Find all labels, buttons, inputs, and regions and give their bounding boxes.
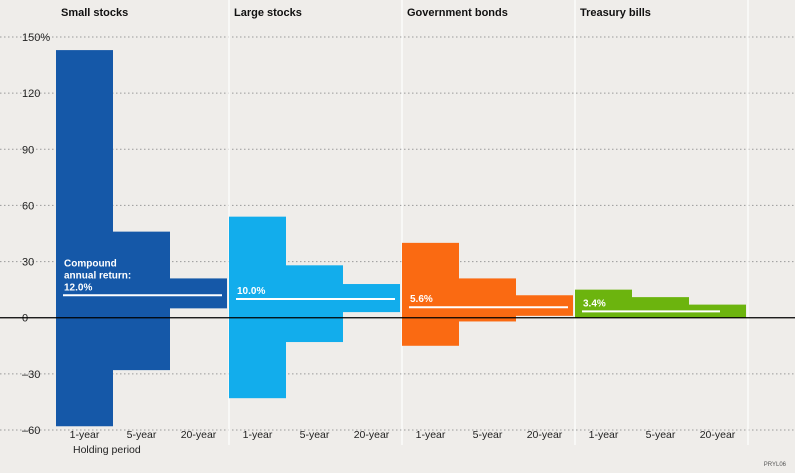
group-title: Large stocks [234,7,302,19]
group-title: Government bonds [407,7,508,19]
y-tick-label: 30 [22,257,34,269]
x-axis-ticks: 1-year 5-year 20-year 1-year 5-year 20-year 1-… [70,429,736,441]
range-bar [516,295,573,316]
range-bar [402,242,459,346]
x-tick-label: 5-year [300,429,330,441]
compound-return-label: annual return: [64,270,131,281]
x-tick-label: 5-year [127,429,157,441]
group-title: Treasury bills [580,7,651,19]
y-tick-label: –60 [22,425,40,437]
range-bar [459,278,516,322]
compound-return-label: 3.4% [583,298,606,309]
x-axis-label: Holding period [73,444,141,456]
credit-label: PRYL06 [764,462,787,468]
x-tick-label: 20-year [700,429,736,441]
group-title: Small stocks [61,7,128,19]
x-tick-label: 20-year [354,429,390,441]
y-axis-ticks: 150% 120 90 60 30 0 –30 –60 [22,32,50,437]
x-tick-label: 1-year [416,429,446,441]
y-tick-label: 0 [22,313,28,325]
x-tick-label: 20-year [527,429,563,441]
x-tick-label: 1-year [243,429,273,441]
x-tick-label: 1-year [589,429,619,441]
compound-return-label: 12.0% [64,282,92,293]
compound-return-label: 5.6% [410,294,433,305]
bars [56,50,746,427]
x-tick-label: 5-year [473,429,503,441]
group-titles: Small stocks Large stocks Government bonds… [61,7,651,19]
range-bar [113,231,170,371]
y-tick-label: 150% [22,32,50,44]
x-tick-label: 20-year [181,429,217,441]
compound-return-label: 10.0% [237,286,265,297]
y-tick-label: –30 [22,369,40,381]
range-bar [229,216,286,399]
y-tick-label: 120 [22,88,40,100]
range-bar [286,265,343,343]
range-bar [575,289,632,318]
y-tick-label: 60 [22,200,34,212]
y-tick-label: 90 [22,144,34,156]
range-bar [170,278,227,309]
x-tick-label: 1-year [70,429,100,441]
range-bar [632,297,689,318]
x-tick-label: 5-year [646,429,676,441]
range-bar [56,50,113,427]
compound-return-label: Compound [64,258,117,269]
